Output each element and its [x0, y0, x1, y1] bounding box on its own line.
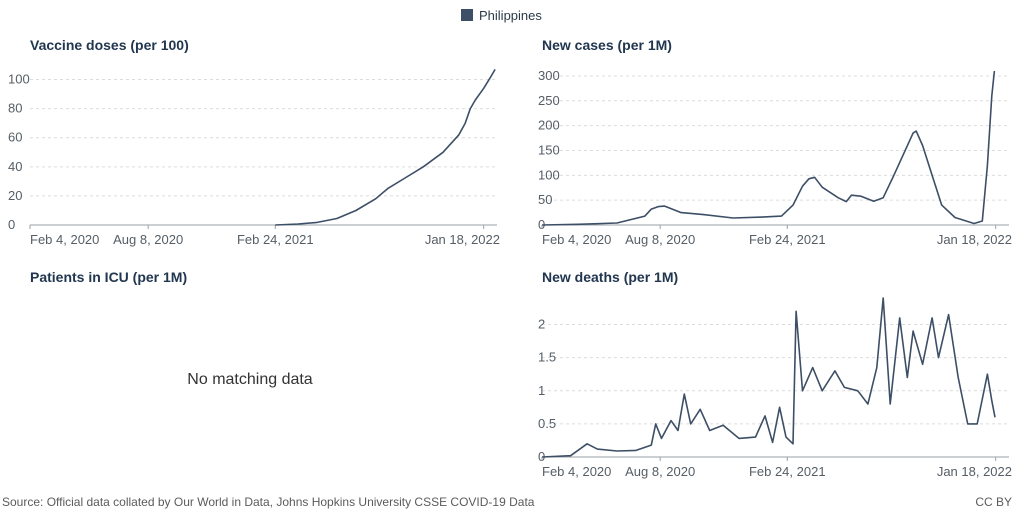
- new-cases-per-1m-y-tick-label: 150: [538, 142, 560, 157]
- new-cases-title: New cases (per 1M): [542, 37, 672, 53]
- vaccine-doses-per-100-y-tick-label: 60: [8, 130, 22, 145]
- vaccine-doses-per-100-x-tick-label: Feb 24, 2021: [237, 232, 314, 247]
- new-cases-per-1m-x-tick-label: Aug 8, 2020: [625, 232, 695, 247]
- source-note: Source: Official data collated by Our Wo…: [2, 495, 535, 509]
- new-deaths-per-1m-x-tick-label: Feb 24, 2021: [749, 464, 826, 479]
- new-deaths-panel: New deaths (per 1M) 0 0.5 1 1.5 2 Feb 4, 2020…: [538, 269, 1012, 479]
- vaccine-doses-title: Vaccine doses (per 100): [30, 37, 189, 53]
- new-cases-per-1m-x-tick-label: Feb 24, 2021: [749, 232, 826, 247]
- new-cases-per-1m-x-tick-label: Feb 4, 2020: [542, 232, 611, 247]
- vaccine-doses-per-100-series-philippines[interactable]: [275, 68, 496, 226]
- new-cases-per-1m-y-tick-label: 250: [538, 93, 560, 108]
- new-deaths-per-1m-x-tick-label: Jan 18, 2022: [937, 464, 1012, 479]
- vaccine-doses-panel: Vaccine doses (per 100) 0 20 40 60 80 100 Feb …: [8, 37, 500, 247]
- vaccine-doses-per-100-y-tick-label: 100: [8, 72, 30, 87]
- new-deaths-per-1m-series-philippines[interactable]: [541, 297, 996, 458]
- new-cases-per-1m-series-philippines[interactable]: [541, 70, 996, 226]
- new-deaths-per-1m-y-tick-label: 1: [538, 383, 545, 398]
- legend-swatch-philippines: [461, 9, 473, 21]
- legend-label-philippines: Philippines: [479, 8, 542, 23]
- new-cases-per-1m-y-tick-label: 100: [538, 167, 560, 182]
- new-deaths-per-1m-x-tick-label: Aug 8, 2020: [625, 464, 695, 479]
- vaccine-doses-per-100-y-tick-label: 80: [8, 101, 22, 116]
- new-deaths-per-1m-y-tick-label: 1.5: [538, 350, 556, 365]
- vaccine-doses-per-100-x-tick-label: Aug 8, 2020: [113, 232, 183, 247]
- no-matching-data-message: No matching data: [187, 371, 313, 388]
- patients-in-icu-panel: Patients in ICU (per 1M) No matching dat…: [30, 269, 313, 388]
- vaccine-doses-per-100-y-tick-label: 0: [8, 217, 15, 232]
- new-cases-per-1m-y-tick-label: 300: [538, 68, 560, 83]
- new-cases-panel: New cases (per 1M) 0 50 100 150 200 250 300 Feb…: [538, 37, 1012, 247]
- vaccine-doses-per-100-y-tick-label: 40: [8, 159, 22, 174]
- license-link[interactable]: CC BY: [975, 495, 1012, 509]
- new-deaths-per-1m-y-tick-label: 0: [538, 449, 545, 464]
- vaccine-doses-per-100-y-tick-label: 20: [8, 188, 22, 203]
- new-deaths-title: New deaths (per 1M): [542, 269, 678, 285]
- vaccine-doses-per-100-x-tick-label: Feb 4, 2020: [30, 232, 99, 247]
- patients-in-icu-title: Patients in ICU (per 1M): [30, 269, 187, 285]
- new-cases-per-1m-y-tick-label: 200: [538, 118, 560, 133]
- new-deaths-per-1m-y-tick-label: 2: [538, 317, 545, 332]
- new-cases-per-1m-x-tick-label: Jan 18, 2022: [937, 232, 1012, 247]
- new-deaths-per-1m-x-tick-label: Feb 4, 2020: [542, 464, 611, 479]
- vaccine-doses-per-100-x-tick-label: Jan 18, 2022: [425, 232, 500, 247]
- legend[interactable]: Philippines: [461, 8, 542, 23]
- new-cases-per-1m-y-tick-label: 50: [538, 192, 552, 207]
- new-deaths-per-1m-y-tick-label: 0.5: [538, 416, 556, 431]
- new-cases-per-1m-y-tick-label: 0: [538, 217, 545, 232]
